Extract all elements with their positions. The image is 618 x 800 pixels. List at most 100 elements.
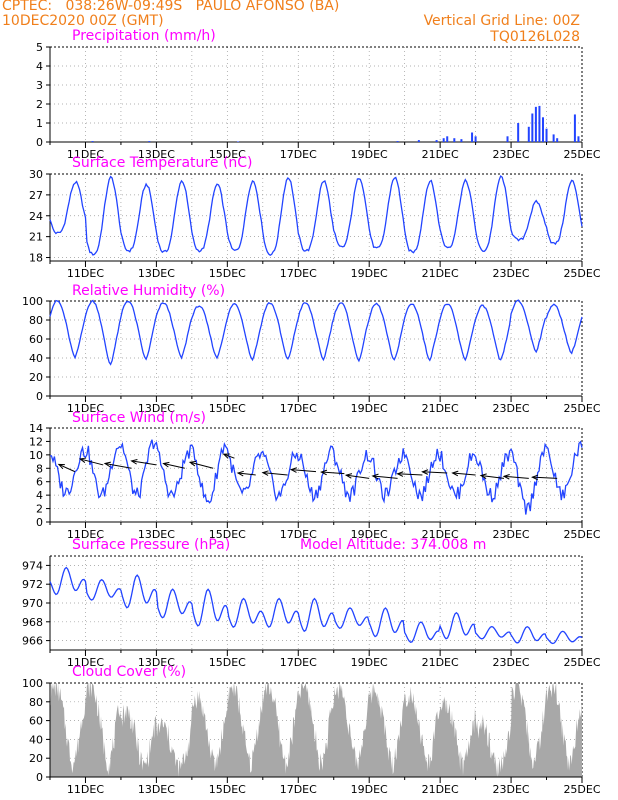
wind-arrow-head	[396, 471, 404, 477]
y-tick-label: 968	[22, 616, 43, 629]
wind-arrow	[346, 474, 370, 479]
x-tick-label: 17DEC	[280, 656, 317, 669]
humidity-line	[49, 299, 583, 366]
panel-pres	[46, 555, 583, 656]
wind-arrow	[58, 463, 76, 473]
precip-bar	[527, 126, 530, 142]
y-tick-label: 24	[29, 210, 43, 223]
x-tick-label: 21DEC	[422, 528, 459, 541]
wind-speed-line	[50, 439, 583, 515]
y-tick-label: 974	[22, 559, 43, 572]
wind-arrow	[237, 472, 256, 476]
x-tick-label: 15DEC	[209, 148, 246, 161]
x-tick-label: 15DEC	[209, 656, 246, 669]
precip-bar	[538, 105, 541, 142]
precip-bar	[91, 141, 94, 142]
x-tick-label: 23DEC	[493, 148, 530, 161]
x-tick-label: 13DEC	[138, 783, 175, 796]
wind-arrow-head	[371, 473, 379, 480]
precip-bar	[435, 140, 438, 142]
precip-bar	[573, 114, 576, 142]
y-tick-label: 80	[29, 314, 43, 327]
precip-bar	[517, 123, 520, 142]
x-tick-label: 17DEC	[280, 148, 317, 161]
wind-arrow	[189, 461, 214, 469]
precip-bar	[453, 138, 456, 142]
wind-arrow	[291, 469, 317, 473]
x-tick-label: 25DEC	[563, 783, 600, 796]
wind-arrow-head	[188, 460, 197, 467]
wind-arrow-head	[502, 473, 510, 480]
grid-line-note: Vertical Grid Line: 00Z	[423, 13, 580, 29]
wind-arrow-head	[531, 474, 539, 481]
x-tick-label: 11DEC	[67, 656, 104, 669]
wind-arrow-head	[421, 469, 429, 475]
y-tick-label: 21	[29, 231, 43, 244]
precip-bar	[541, 117, 544, 142]
wind-arrow	[223, 453, 235, 459]
run-time-label: 10DEC2020 00Z (GMT)	[2, 13, 164, 29]
x-tick-label: 25DEC	[563, 402, 600, 415]
precip-bar	[506, 136, 509, 142]
model-label: TQ0126L028	[490, 29, 580, 45]
y-tick-label: 6	[36, 476, 43, 489]
precip-bar	[471, 132, 474, 142]
x-tick-label: 11DEC	[67, 528, 104, 541]
x-tick-label: 25DEC	[563, 148, 600, 161]
y-tick-label: 0	[36, 771, 43, 784]
y-tick-label: 970	[22, 597, 43, 610]
y-tick-label: 14	[29, 422, 43, 435]
precip-bar	[417, 140, 420, 142]
panel-title: Surface Pressure (hPa)	[72, 537, 230, 553]
y-tick-label: 20	[29, 752, 43, 765]
x-tick-label: 17DEC	[280, 528, 317, 541]
wind-arrow	[397, 473, 423, 476]
wind-arrow	[422, 471, 448, 474]
y-tick-label: 0	[36, 516, 43, 529]
panel-precip	[46, 46, 583, 148]
wind-arrow-head	[320, 469, 328, 476]
x-tick-label: 23DEC	[493, 402, 530, 415]
precip-bar	[556, 138, 559, 142]
y-tick-label: 27	[29, 189, 43, 202]
x-tick-label: 21DEC	[422, 148, 459, 161]
precip-bar	[460, 139, 463, 142]
x-tick-label: 13DEC	[138, 402, 175, 415]
y-tick-label: 972	[22, 578, 43, 591]
precip-bar	[446, 136, 449, 142]
wind-arrow-head	[344, 473, 353, 479]
x-tick-label: 19DEC	[351, 656, 388, 669]
y-tick-label: 30	[29, 168, 43, 181]
x-tick-label: 17DEC	[280, 402, 317, 415]
y-tick-label: 4	[36, 60, 43, 73]
wind-arrow	[131, 460, 157, 466]
y-tick-label: 60	[29, 333, 43, 346]
x-tick-label: 19DEC	[351, 267, 388, 280]
x-tick-label: 23DEC	[493, 528, 530, 541]
model-altitude-label: Model Altitude: 374.008 m	[300, 537, 486, 553]
y-tick-label: 80	[29, 696, 43, 709]
y-tick-label: 2	[36, 503, 43, 516]
precip-bar	[545, 128, 548, 142]
x-tick-label: 23DEC	[493, 783, 530, 796]
y-tick-label: 4	[36, 489, 43, 502]
wind-arrow-head	[130, 459, 138, 465]
precip-bar	[396, 141, 399, 142]
x-tick-label: 15DEC	[209, 783, 246, 796]
x-tick-label: 17DEC	[280, 783, 317, 796]
x-tick-label: 15DEC	[209, 528, 246, 541]
x-tick-label: 15DEC	[209, 267, 246, 280]
x-tick-label: 11DEC	[67, 783, 104, 796]
wind-arrow-head	[103, 461, 111, 468]
temperature-line	[49, 174, 583, 256]
wind-arrow	[532, 476, 558, 479]
precip-bar	[531, 113, 534, 142]
x-tick-label: 21DEC	[422, 402, 459, 415]
x-tick-label: 13DEC	[138, 148, 175, 161]
wind-arrow-head	[162, 461, 170, 468]
precip-bar	[236, 141, 239, 143]
wind-arrow-head	[289, 467, 298, 473]
x-tick-label: 19DEC	[351, 402, 388, 415]
cloud-cover-area	[50, 683, 582, 777]
x-tick-label: 23DEC	[493, 656, 530, 669]
